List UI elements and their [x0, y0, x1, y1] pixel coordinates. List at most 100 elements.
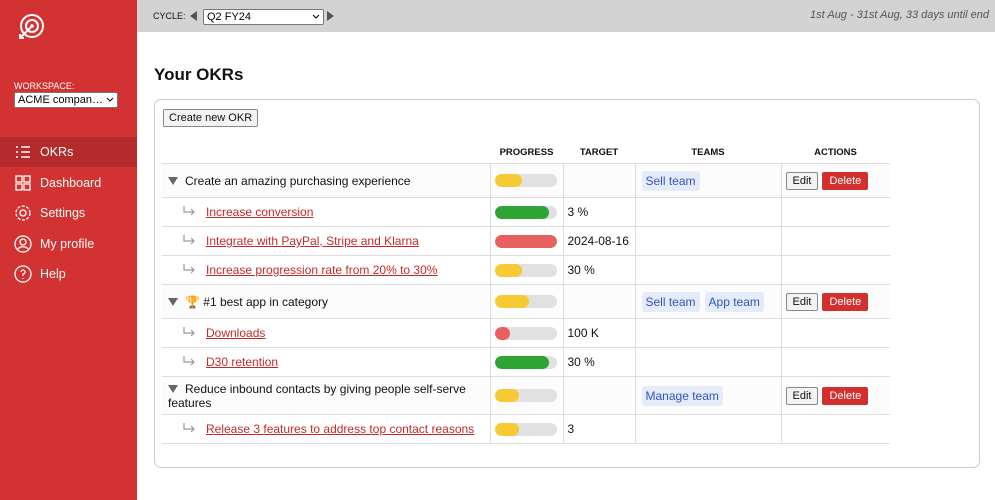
target-cell [562, 376, 635, 415]
key-result-cell: Increase progression rate from 20% to 30… [162, 255, 490, 285]
header-row: PROGRESS TARGET TEAMS ACTIONS [162, 141, 890, 164]
key-result-row: Integrate with PayPal, Stripe and Klarna… [162, 226, 890, 256]
nav-icon [14, 265, 32, 283]
progress-fill [494, 263, 523, 277]
chevron [312, 14, 320, 19]
nav-label: OKRs [40, 145, 74, 159]
progress-track [494, 355, 557, 369]
delete-button[interactable]: Delete [822, 171, 869, 190]
key-result-cell: Release 3 features to address top contac… [162, 414, 490, 444]
workspace-select[interactable]: ACME compan… [14, 92, 118, 108]
target-cell: 3 % [562, 197, 635, 227]
nav-icon [16, 146, 30, 158]
objective-cell: Reduce inbound contacts by giving people… [162, 376, 490, 415]
collapse-toggle[interactable] [168, 176, 178, 185]
key-result-link[interactable]: Increase progression rate from 20% to 30… [206, 263, 438, 277]
topbar: CYCLE: Q2 FY24 1st Aug - 31st Aug, 33 da… [137, 0, 995, 32]
child-arrow [183, 264, 195, 274]
teams-cell: Sell team App team [634, 284, 781, 319]
progress-track [494, 389, 557, 402]
target-cell [562, 163, 635, 198]
objective-cell: Create an amazing purchasing experience [162, 163, 490, 198]
workspace-label: WORKSPACE: [14, 81, 75, 91]
key-result-row: Downloads 100 K [162, 318, 890, 348]
progress-cell [489, 347, 563, 377]
table-body: Create an amazing purchasing experience S… [162, 163, 890, 444]
team-chip[interactable]: App team [704, 291, 764, 312]
actions-cell: Edit Delete [780, 163, 890, 198]
nav-item[interactable]: Dashboard [0, 168, 137, 198]
header-cell: TEAMS [635, 141, 781, 164]
target-cell: 30 % [562, 347, 635, 377]
actions-cell [780, 197, 890, 227]
cycle-value: Q2 FY24 [207, 11, 252, 23]
target-cell: 2024-08-16 [562, 226, 635, 256]
header-cell: ACTIONS [781, 141, 890, 164]
actions-cell: Edit Delete [780, 376, 890, 415]
progress-cell [489, 376, 563, 415]
key-result-row: D30 retention 30 % [162, 347, 890, 377]
actions-cell [780, 226, 890, 256]
progress-track [494, 234, 557, 248]
teams-cell [634, 414, 781, 444]
delete-button[interactable]: Delete [822, 386, 869, 405]
progress-fill [494, 326, 510, 340]
teams-cell [634, 226, 781, 256]
key-result-cell: Downloads [162, 318, 490, 348]
actions-cell [780, 347, 890, 377]
next-cycle[interactable] [326, 11, 336, 21]
target-cell: 100 K [562, 318, 635, 348]
key-result-link[interactable]: Increase conversion [206, 205, 314, 219]
nav-item[interactable]: OKRs [0, 137, 137, 167]
nav-icon [14, 234, 32, 253]
progress-fill [494, 174, 523, 187]
edit-button[interactable]: Edit [785, 386, 819, 405]
header-cell [162, 141, 490, 164]
key-result-link[interactable]: Release 3 features to address top contac… [206, 422, 475, 436]
team-chip[interactable]: Manage team [641, 385, 723, 406]
nav-item[interactable]: Help [0, 259, 137, 289]
sidebar: WORKSPACE: ACME compan… OKRs Dashboard Set… [0, 0, 137, 500]
edit-button[interactable]: Edit [785, 292, 819, 311]
objective-row: Create an amazing purchasing experience S… [162, 163, 890, 198]
team-chip[interactable]: Sell team [641, 170, 700, 191]
create-button[interactable]: Create new OKR [163, 109, 259, 127]
progress-track [494, 174, 557, 187]
workspace-value: ACME compan… [18, 94, 103, 106]
chevron [106, 97, 114, 102]
prev-cycle[interactable] [189, 11, 199, 21]
teams-cell: Manage team [634, 376, 781, 415]
target-cell [562, 284, 635, 319]
okr-card: Create new OKR PROGRESS TARGET TEAMS ACTION… [154, 99, 980, 468]
objective-title: 🏆 #1 best app in category [185, 294, 329, 309]
target-cell: 3 [562, 414, 635, 444]
nav-item[interactable]: Settings [0, 198, 137, 228]
key-result-link[interactable]: Downloads [206, 326, 266, 340]
nav-item[interactable]: My profile [0, 229, 137, 259]
progress-track [494, 422, 557, 436]
collapse-toggle[interactable] [168, 297, 178, 306]
child-arrow [183, 356, 195, 366]
team-chip[interactable]: Sell team [641, 291, 700, 312]
progress-fill [494, 389, 520, 402]
delete-button[interactable]: Delete [822, 292, 869, 311]
key-result-row: Increase progression rate from 20% to 30… [162, 255, 890, 285]
teams-cell: Sell team [634, 163, 781, 198]
nav-label: Dashboard [40, 175, 102, 190]
progress-track [494, 263, 557, 277]
key-result-link[interactable]: Integrate with PayPal, Stripe and Klarna [206, 234, 419, 248]
collapse-toggle[interactable] [168, 384, 178, 393]
key-result-link[interactable]: D30 retention [206, 355, 279, 369]
logo [19, 14, 44, 39]
child-arrow [183, 235, 195, 245]
edit-button[interactable]: Edit [785, 171, 819, 190]
objective-title: Reduce inbound contacts by giving people… [168, 381, 466, 410]
page-title: Your OKRs [154, 65, 244, 84]
objective-title: Create an amazing purchasing experience [185, 173, 411, 188]
child-arrow [183, 206, 195, 216]
cycle-select[interactable]: Q2 FY24 [203, 9, 324, 25]
progress-fill [494, 295, 529, 308]
header-cell: TARGET [563, 141, 635, 164]
objective-row: Reduce inbound contacts by giving people… [162, 376, 890, 415]
